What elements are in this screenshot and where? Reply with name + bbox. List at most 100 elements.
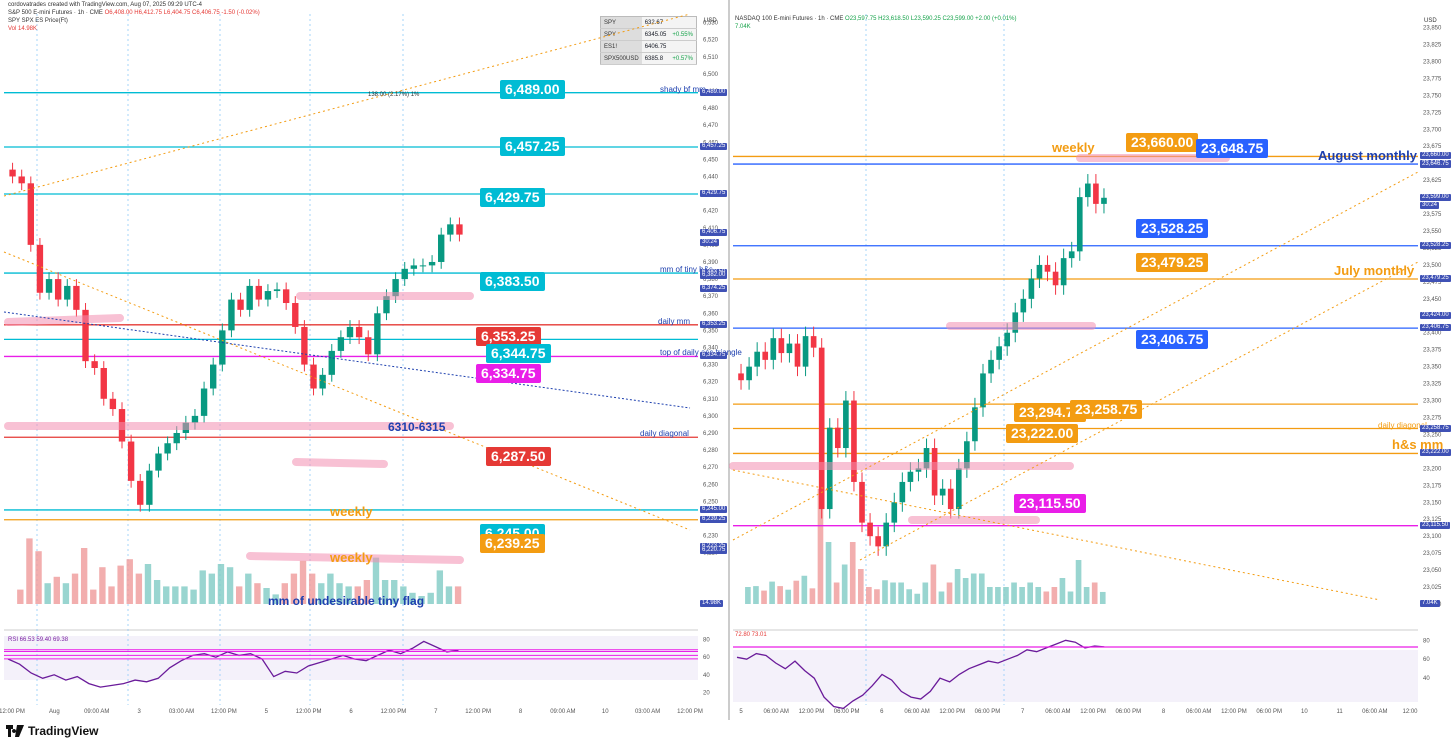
- price-tag: 23,222.00: [1006, 424, 1079, 443]
- candle-body: [875, 536, 881, 547]
- axis-price-label: 6,406.75: [700, 229, 728, 237]
- y-tick-label: 6,370: [703, 294, 719, 300]
- candle-body: [770, 338, 777, 360]
- volume-bar: [841, 564, 848, 604]
- channel-line: [3, 251, 691, 531]
- left-ohlc: O6,408.00 H6,412.75 L6,404.75 C6,406.75 …: [104, 10, 260, 16]
- candle-body: [778, 338, 785, 354]
- volume-bar: [71, 573, 79, 604]
- x-tick-label: 06:00 AM: [764, 709, 789, 715]
- candle-body: [438, 234, 445, 262]
- level-note: weekly: [1052, 140, 1095, 156]
- volume-bar: [117, 565, 124, 604]
- axis-price-label: 6,429.75: [700, 189, 728, 197]
- y-tick-label: 6,450: [703, 157, 719, 163]
- price-tag: 23,406.75: [1136, 330, 1209, 349]
- y-tick-label: 23,075: [1423, 551, 1442, 557]
- axis-price-label: 6,374.25: [700, 284, 728, 292]
- candle-body: [428, 261, 436, 266]
- candle-body: [292, 303, 299, 327]
- x-tick-label: 06:00 AM: [904, 709, 929, 715]
- axis-price-label: 23,660.00: [1420, 152, 1451, 160]
- x-tick-label: 7: [1021, 709, 1025, 715]
- volume-bar: [181, 586, 188, 604]
- volume-bar: [126, 559, 133, 604]
- volume-bar: [914, 593, 921, 604]
- candle-body: [1052, 271, 1059, 286]
- volume-bar: [954, 569, 961, 604]
- y-tick-label: 6,300: [703, 414, 719, 420]
- price-tag: 6,287.50: [486, 447, 551, 466]
- y-tick-label: 6,250: [703, 499, 719, 505]
- weekly-note: weekly: [330, 550, 373, 565]
- candle-body: [355, 326, 363, 338]
- level-note: August monthly: [1318, 148, 1417, 164]
- candle-body: [109, 398, 117, 410]
- candle-body: [899, 481, 906, 503]
- axis-price-label: 6,245.00: [700, 505, 728, 513]
- y-tick-label: 6,310: [703, 397, 719, 403]
- candle-body: [246, 285, 253, 310]
- candle-body: [219, 330, 226, 365]
- volume-bar: [1043, 591, 1050, 604]
- volume-bar: [17, 589, 24, 604]
- credit-text: cordovatrades created with TradingView.c…: [8, 2, 203, 8]
- rsi-line: [7, 640, 459, 688]
- candle-body: [883, 522, 890, 547]
- volume-bar: [153, 580, 161, 604]
- x-tick-label: 06:00 AM: [1362, 709, 1387, 715]
- price-tag: 6,383.50: [480, 272, 545, 291]
- axis-price-label: 23,528.25: [1420, 241, 1451, 249]
- x-tick-label: 8: [1162, 709, 1166, 715]
- right-rsi-band: [733, 650, 1418, 702]
- volume-bar: [930, 564, 937, 604]
- volume-bar: [987, 587, 993, 604]
- x-tick-label: 7: [434, 709, 438, 715]
- volume-bar: [445, 586, 453, 604]
- candle-body: [319, 374, 326, 389]
- volume-bar: [427, 592, 434, 604]
- price-tag: 23,660.00: [1126, 133, 1199, 152]
- x-tick-label: 06:00 PM: [1256, 709, 1282, 715]
- ticker-sym: SPY: [600, 28, 642, 41]
- candle-body: [137, 480, 144, 505]
- tradingview-logo[interactable]: TradingView: [6, 724, 98, 738]
- x-tick-label: 09:00 AM: [550, 709, 575, 715]
- axis-price-label: 6,353.25: [700, 320, 728, 328]
- candle-body: [754, 351, 760, 367]
- x-tick-label: 3: [137, 709, 141, 715]
- candle-body: [843, 400, 849, 449]
- x-tick-label: 03:00 AM: [635, 709, 660, 715]
- candle-body: [346, 326, 354, 338]
- y-tick-label: 23,725: [1423, 110, 1442, 116]
- volume-bar: [962, 578, 969, 604]
- candle-body: [18, 176, 25, 184]
- volume-bar: [436, 570, 444, 604]
- left-title: S&P 500 E-mini Futures · 1h · CME: [8, 10, 103, 16]
- y-tick-label: 6,420: [703, 209, 719, 215]
- level-note: weekly: [330, 503, 373, 519]
- x-tick-label: 06:00 AM: [1045, 709, 1070, 715]
- axis-price-label: 14.98K: [700, 600, 724, 607]
- price-tag: 23,115.50: [1014, 494, 1086, 513]
- volume-bar: [226, 567, 234, 604]
- y-tick-label: 6,260: [703, 482, 719, 488]
- price-tag: 6,489.00: [500, 80, 565, 99]
- candle-body: [867, 522, 873, 537]
- y-tick-label: 6,350: [703, 328, 719, 334]
- candle-body: [91, 361, 98, 368]
- volume-bar: [1011, 582, 1017, 604]
- y-tick-label: 6,230: [703, 534, 719, 540]
- rsi-line: [736, 639, 1105, 710]
- x-tick-label: 06:00 PM: [975, 709, 1001, 715]
- y-tick-label: 6,290: [703, 431, 719, 437]
- candle-body: [915, 468, 922, 472]
- volume-bar: [777, 586, 783, 604]
- volume-bar: [62, 583, 70, 604]
- right-chart: 23,850 23,825 23,800 23,775 23,750 23,725 23,7…: [729, 14, 1442, 715]
- x-tick-label: 11: [1336, 709, 1343, 715]
- flag-note: mm of undesirable tiny flag: [268, 594, 425, 608]
- candle-body: [1101, 197, 1107, 204]
- volume-bar: [1059, 578, 1066, 604]
